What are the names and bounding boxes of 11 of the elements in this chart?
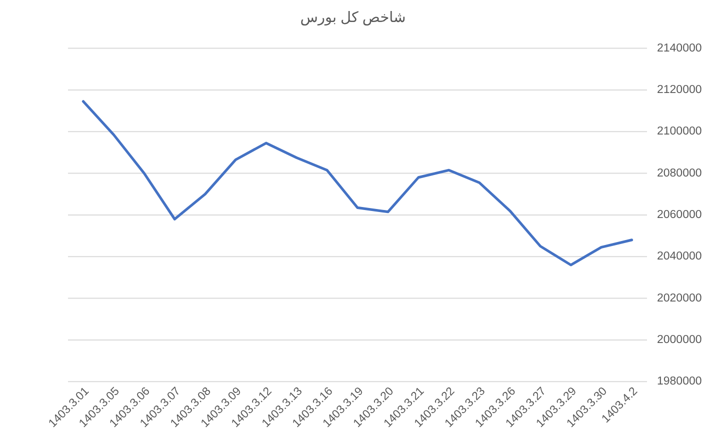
y-tick-label: 2020000: [657, 292, 702, 304]
y-tick-label: 2060000: [657, 208, 702, 221]
y-tick-label: 2140000: [657, 42, 702, 54]
chart-title: شاخص کل بورس: [300, 10, 406, 26]
y-tick-label: 2120000: [657, 84, 702, 96]
y-tick-label: 2100000: [657, 126, 702, 138]
y-tick-label: 2080000: [657, 167, 702, 180]
y-tick-label: 2000000: [657, 334, 702, 346]
y-tick-label: 1980000: [657, 376, 702, 388]
line-series: [82, 100, 634, 266]
y-tick-label: 2040000: [657, 250, 702, 263]
